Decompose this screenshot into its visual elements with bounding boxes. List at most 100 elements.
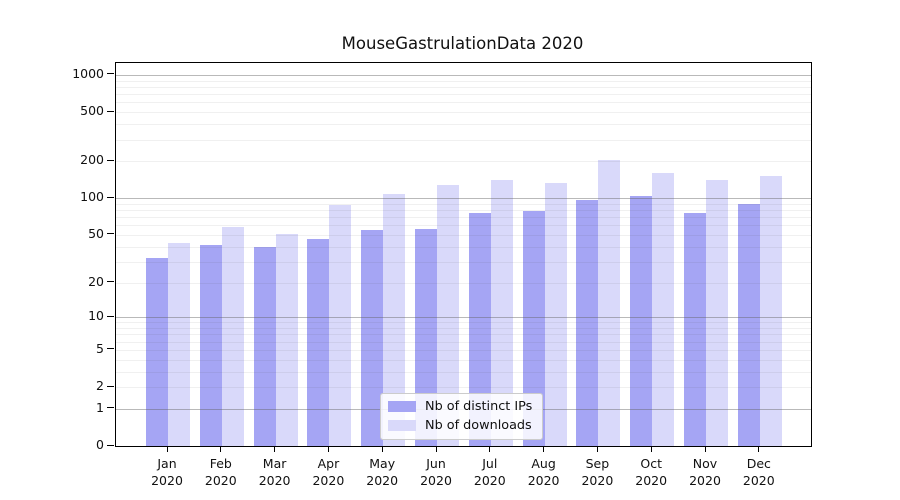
x-tick-year: 2020 <box>527 473 560 488</box>
gridline-minor <box>116 246 811 248</box>
y-tick-label: 20 <box>88 273 104 289</box>
y-tick-label: 10 <box>88 307 104 323</box>
x-tick-year: 2020 <box>204 473 237 488</box>
legend-swatch-distinct-ips <box>388 401 416 412</box>
bar-distinct-ips-may <box>361 229 384 446</box>
gridline-minor <box>116 387 811 388</box>
y-tick-label: 1 <box>96 399 104 415</box>
bar-downloads-nov <box>706 179 728 446</box>
y-tick-label: 200 <box>80 151 104 167</box>
bar-distinct-ips-jan <box>146 258 168 446</box>
bar-downloads-sep <box>598 160 621 446</box>
gridline-major <box>116 74 811 76</box>
x-tick-mark <box>327 446 329 452</box>
bar-distinct-ips-oct <box>630 195 653 446</box>
x-tick-month: Jun <box>426 456 446 471</box>
x-tick-month: Aug <box>531 456 556 471</box>
gridline-minor <box>116 349 811 351</box>
x-tick-label: Sep 2020 <box>567 455 627 489</box>
x-tick-month: Jul <box>482 456 498 471</box>
legend-label: Nb of downloads <box>425 418 532 433</box>
y-tick-label: 0 <box>96 436 104 452</box>
gridline-minor <box>116 341 811 343</box>
y-tick-mark <box>107 407 114 409</box>
bar-distinct-ips-sep <box>576 199 599 446</box>
legend-row: Nb of distinct IPs <box>388 399 532 414</box>
gridline-minor <box>116 234 811 236</box>
x-tick-year: 2020 <box>635 473 668 488</box>
x-tick-mark <box>543 446 545 452</box>
bar-downloads-jan <box>168 242 190 446</box>
x-tick-year: 2020 <box>420 473 452 488</box>
x-tick-mark <box>166 446 168 452</box>
bar-downloads-jun <box>437 185 459 446</box>
bar-distinct-ips-feb <box>199 245 222 446</box>
x-tick-mark <box>435 446 437 452</box>
bar-distinct-ips-apr <box>307 239 330 446</box>
x-tick-month: Mar <box>262 456 287 471</box>
x-tick-label: Jul 2020 <box>460 455 520 489</box>
x-tick-month: Dec <box>746 456 771 471</box>
x-tick-mark <box>650 446 652 452</box>
gridline-minor <box>116 261 811 263</box>
y-tick-mark <box>107 385 114 387</box>
x-tick-year: 2020 <box>742 473 775 488</box>
bar-downloads-aug <box>544 182 567 446</box>
y-tick-label: 500 <box>80 102 104 118</box>
y-tick-mark <box>107 196 114 198</box>
x-tick-label: Mar 2020 <box>245 455 305 489</box>
bar-distinct-ips-aug <box>522 210 545 446</box>
bar-distinct-ips-nov <box>684 213 706 446</box>
bar-downloads-dec <box>759 175 782 446</box>
x-tick-mark <box>220 446 222 452</box>
x-tick-mark <box>596 446 598 452</box>
x-tick-label: Oct 2020 <box>621 455 681 489</box>
legend: Nb of distinct IPs Nb of downloads <box>380 393 544 440</box>
plot-area: Nb of distinct IPs Nb of downloads <box>115 62 812 447</box>
x-tick-year: 2020 <box>312 473 345 488</box>
x-tick-year: 2020 <box>689 473 721 488</box>
x-tick-label: Dec 2020 <box>729 455 789 489</box>
y-tick-mark <box>107 315 114 317</box>
y-tick-mark <box>107 233 114 235</box>
legend-row: Nb of downloads <box>388 418 532 433</box>
x-tick-mark <box>489 446 491 452</box>
gridline-minor <box>116 86 811 88</box>
x-tick-month: Sep <box>585 456 610 471</box>
x-tick-year: 2020 <box>151 473 183 488</box>
y-tick-mark <box>107 348 114 350</box>
y-tick-label: 2 <box>96 377 104 393</box>
x-tick-month: Nov <box>692 456 718 471</box>
legend-label: Nb of distinct IPs <box>425 399 533 414</box>
gridline-minor <box>116 112 811 114</box>
y-tick-label: 50 <box>88 225 104 241</box>
y-tick-label: 100 <box>80 188 104 204</box>
bar-downloads-oct <box>652 173 675 446</box>
x-tick-month: Feb <box>209 456 232 471</box>
bar-downloads-apr <box>329 204 352 446</box>
x-tick-label: Jun 2020 <box>406 455 466 489</box>
x-tick-month: Jan <box>157 456 177 471</box>
plot-inner: Nb of distinct IPs Nb of downloads <box>116 63 811 446</box>
gridline-minor <box>116 203 811 205</box>
gridline-minor <box>116 334 811 336</box>
y-tick-mark <box>107 73 114 75</box>
gridline-minor <box>116 328 811 329</box>
bar-distinct-ips-dec <box>737 203 760 446</box>
gridline-major <box>116 198 811 200</box>
y-tick-label: 5 <box>96 340 104 356</box>
bar-downloads-mar <box>275 233 298 446</box>
x-tick-mark <box>758 446 760 452</box>
y-tick-label: 1000 <box>72 65 104 81</box>
gridline-minor <box>116 322 811 324</box>
gridline-minor <box>116 161 811 163</box>
bar-downloads-feb <box>221 227 244 446</box>
y-tick-mark <box>107 159 114 161</box>
bar-distinct-ips-mar <box>253 246 276 446</box>
x-tick-mark <box>274 446 276 452</box>
gridline-minor <box>116 359 811 361</box>
x-tick-label: Aug 2020 <box>514 455 574 489</box>
x-tick-label: Feb 2020 <box>191 455 251 489</box>
gridline-minor <box>116 225 811 227</box>
x-tick-label: Apr 2020 <box>298 455 358 489</box>
